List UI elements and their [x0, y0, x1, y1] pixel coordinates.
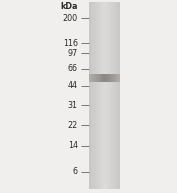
Bar: [94, 74, 96, 82]
Bar: [117, 2, 119, 189]
Bar: [116, 74, 117, 82]
Text: 6: 6: [73, 167, 78, 176]
Bar: [92, 2, 94, 189]
Bar: [99, 2, 100, 189]
Bar: [96, 2, 97, 189]
Bar: [89, 74, 91, 82]
Bar: [100, 74, 102, 82]
Bar: [102, 2, 103, 189]
Text: 66: 66: [68, 64, 78, 73]
Text: 200: 200: [63, 14, 78, 23]
Bar: [108, 2, 110, 189]
Bar: [111, 2, 113, 189]
Bar: [106, 74, 108, 82]
Bar: [106, 2, 108, 189]
Bar: [96, 74, 97, 82]
Bar: [103, 74, 105, 82]
Bar: [91, 74, 92, 82]
Bar: [119, 2, 120, 189]
Bar: [97, 2, 99, 189]
Text: 14: 14: [68, 141, 78, 150]
Bar: [105, 74, 106, 82]
Bar: [100, 2, 102, 189]
Bar: [110, 74, 111, 82]
Bar: [97, 74, 99, 82]
Text: kDa: kDa: [60, 2, 78, 11]
Bar: [114, 74, 116, 82]
Bar: [117, 74, 119, 82]
Bar: [89, 2, 91, 189]
Text: 116: 116: [63, 39, 78, 48]
Bar: [113, 74, 114, 82]
Bar: [105, 2, 106, 189]
Bar: [116, 2, 117, 189]
Bar: [99, 74, 100, 82]
Bar: [102, 74, 103, 82]
Bar: [108, 74, 110, 82]
Bar: [114, 2, 116, 189]
Text: 31: 31: [68, 101, 78, 110]
Bar: [91, 2, 92, 189]
Bar: [119, 74, 120, 82]
Text: 44: 44: [68, 81, 78, 90]
Bar: [113, 2, 114, 189]
Text: 22: 22: [68, 121, 78, 130]
Bar: [110, 2, 111, 189]
Bar: [92, 74, 94, 82]
Bar: [111, 74, 113, 82]
Bar: [94, 2, 96, 189]
Text: 97: 97: [68, 49, 78, 58]
Bar: [103, 2, 105, 189]
